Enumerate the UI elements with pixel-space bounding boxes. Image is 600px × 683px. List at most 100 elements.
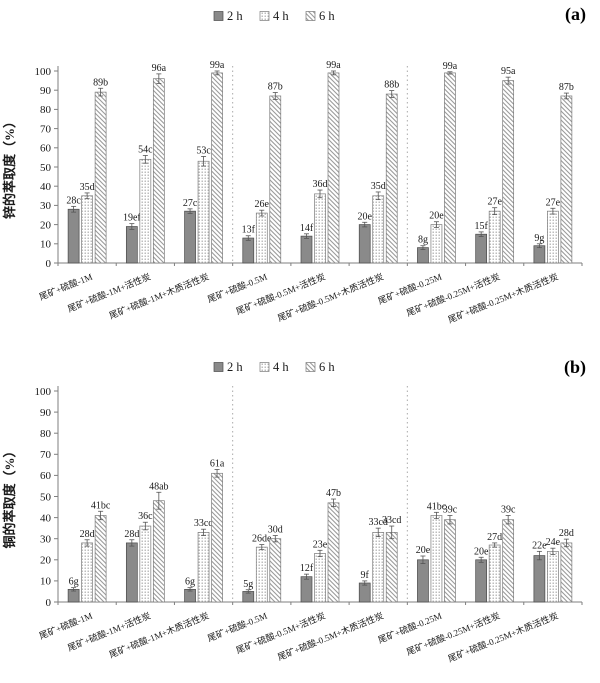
x-category-label: 尾矿+硫酸-0.25M+木质活性炭	[446, 271, 559, 325]
bar-value-label: 20e	[429, 211, 444, 222]
bar-2h-cat0	[67, 208, 80, 264]
legend-swatch-6h	[305, 362, 316, 372]
bar-value-label: 87b	[268, 82, 283, 93]
bar-value-label: 33cd	[368, 517, 387, 528]
x-category-label: 尾矿+硫酸-1M+木质活性炭	[107, 271, 210, 321]
bar-6h-cat5	[385, 532, 398, 603]
bar-value-label: 22e	[532, 540, 547, 551]
y-tick-label: 10	[40, 576, 52, 588]
bar-2h-cat6	[417, 559, 429, 603]
legend-label: 4 h	[273, 360, 289, 374]
bar-4h-cat5	[372, 195, 385, 264]
bar-value-label: 99a	[443, 61, 458, 72]
bar-value-label: 48ab	[149, 481, 168, 492]
bar-4h-cat0	[81, 195, 93, 264]
y-tick-label: 60	[40, 470, 52, 482]
bar-value-label: 20e	[416, 545, 431, 556]
bar-2h-cat8	[533, 245, 546, 264]
legend-label: 6 h	[319, 360, 335, 374]
bar-value-label: 39c	[501, 504, 516, 515]
bar-2h-cat7	[475, 233, 488, 264]
bar-value-label: 36c	[138, 511, 153, 522]
bar-value-label: 41bc	[427, 501, 447, 512]
bar-4h-cat3	[255, 546, 268, 603]
bar-6h-cat8	[560, 542, 573, 603]
bar-value-label: 33cd	[382, 515, 401, 526]
bar-value-label: 28d	[124, 529, 139, 540]
bar-value-label: 95a	[501, 66, 516, 77]
bar-2h-cat1	[125, 542, 138, 603]
legend-swatch-2h	[213, 362, 224, 372]
bar-value-label: 27e	[487, 197, 502, 208]
y-tick-label: 70	[40, 123, 52, 135]
bar-6h-cat8	[560, 95, 573, 264]
bar-4h-cat1	[139, 525, 152, 603]
y-tick-label: 40	[40, 181, 52, 193]
bar-4h-cat4	[314, 553, 326, 603]
x-category-label: 尾矿+硫酸-0.5M+木质活性炭	[276, 271, 385, 324]
bar-2h-cat5	[358, 582, 371, 603]
legend-label: 2 h	[227, 9, 243, 23]
bar-value-label: 13f	[242, 225, 256, 236]
zinc-extraction-bar-chart: 0 10 20 30 40 50 60 70 80 90 100 28c 19ef 27c 13f 14f 20…	[2, 9, 583, 325]
panel-a: 0 10 20 30 40 50 60 70 80 90 100 28c 19ef 27c 13f 14f 20…	[2, 4, 586, 325]
x-category-label: 尾矿+硫酸-1M+木质活性炭	[107, 610, 210, 660]
panel-b: 0 10 20 30 40 50 60 70 80 90 100 6g 28d 6g 5g 12f 9f 20e 2…	[0, 345, 600, 683]
bar-4h-cat8	[547, 551, 559, 603]
y-tick-label: 0	[46, 597, 52, 609]
copper-extraction-bar-chart: 0 10 20 30 40 50 60 70 80 90 100 6g 28d 6g 5g 12f 9f 20e 2…	[2, 360, 583, 664]
bar-6h-cat1	[152, 78, 165, 264]
bar-6h-cat4	[327, 72, 340, 264]
bar-6h-cat6	[444, 519, 456, 603]
bar-value-label: 88b	[384, 80, 399, 91]
bar-6h-cat2	[211, 472, 223, 603]
bar-value-label: 27c	[183, 198, 198, 209]
y-tick-label: 30	[40, 534, 52, 546]
legend-label: 2 h	[227, 360, 243, 374]
bar-4h-cat1	[139, 158, 152, 264]
bar-6h-cat3	[269, 538, 282, 603]
bar-value-label: 24e	[546, 537, 561, 548]
bar-4h-cat2	[197, 532, 210, 603]
panel-label-a: (a)	[565, 4, 586, 24]
y-tick-label: 90	[40, 85, 52, 97]
bar-value-label: 19ef	[123, 213, 141, 224]
y-tick-label: 80	[40, 104, 52, 116]
bar-value-label: 27d	[487, 532, 502, 543]
bar-2h-cat1	[125, 226, 138, 264]
bar-value-label: 15f	[474, 221, 488, 232]
y-axis-title: 锌的萃取度（%）	[2, 115, 17, 219]
panel-label-b: (b)	[564, 357, 586, 377]
bar-value-label: 28d	[559, 528, 574, 539]
x-category-label: 尾矿+硫酸-0.25M+木质活性炭	[446, 610, 559, 664]
bar-4h-cat0	[81, 542, 93, 603]
bar-value-label: 41bc	[91, 500, 111, 511]
bar-4h-cat8	[547, 210, 559, 264]
bar-value-label: 23e	[313, 539, 328, 550]
legend-label: 4 h	[273, 9, 289, 23]
bar-2h-cat5	[358, 224, 371, 264]
bar-value-label: 35d	[371, 181, 386, 192]
bar-6h-cat3	[269, 95, 282, 264]
y-tick-label: 100	[35, 66, 52, 78]
bar-value-label: 20e	[474, 546, 489, 557]
bar-6h-cat1	[152, 500, 165, 603]
bar-value-label: 9f	[361, 570, 370, 581]
y-tick-label: 10	[40, 239, 52, 251]
y-tick-label: 0	[46, 258, 52, 270]
bar-6h-cat7	[502, 519, 515, 603]
bar-value-label: 12f	[300, 563, 314, 574]
bar-4h-cat7	[488, 544, 501, 603]
bar-4h-cat7	[488, 210, 501, 264]
legend-swatch-4h	[259, 11, 270, 21]
bar-6h-cat2	[211, 72, 223, 264]
bar-4h-cat6	[430, 515, 443, 603]
legend-swatch-4h	[259, 362, 270, 372]
bar-value-label: 28c	[66, 195, 81, 206]
bar-value-label: 99a	[210, 60, 225, 71]
bar-4h-cat5	[372, 532, 385, 603]
y-tick-label: 50	[40, 491, 52, 503]
bar-value-label: 99a	[326, 60, 341, 71]
bar-6h-cat6	[444, 72, 456, 264]
